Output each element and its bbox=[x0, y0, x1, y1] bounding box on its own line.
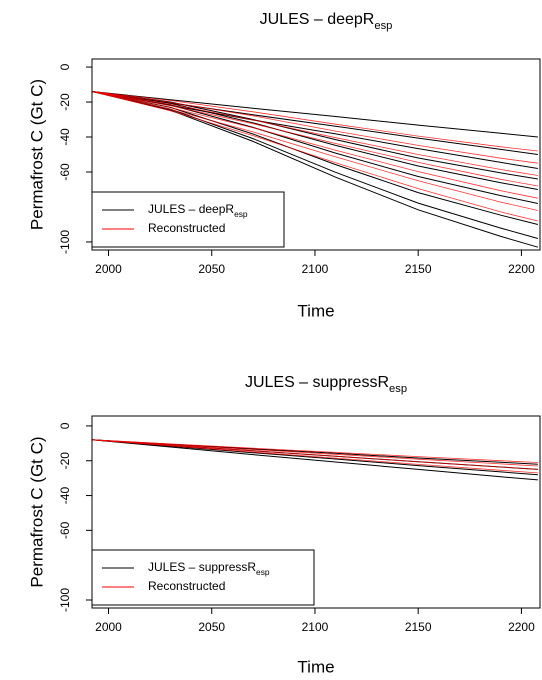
x-axis-label: Time bbox=[297, 657, 334, 676]
series-line bbox=[92, 91, 539, 248]
legend-label-subscript: esp bbox=[256, 567, 270, 577]
legend-label-main: JULES – suppressR bbox=[148, 560, 256, 574]
y-axis-label: Permafrost C (Gt C) bbox=[27, 79, 46, 230]
x-tick-label: 2200 bbox=[508, 620, 535, 634]
x-tick-label: 2100 bbox=[302, 262, 329, 276]
series-line bbox=[92, 439, 538, 474]
chart-title-subscript: esp bbox=[389, 383, 407, 395]
x-tick-label: 2000 bbox=[95, 262, 122, 276]
lines bbox=[92, 439, 538, 481]
series-line bbox=[92, 91, 538, 176]
x-tick-label: 2150 bbox=[405, 620, 432, 634]
series-line bbox=[92, 91, 538, 187]
legend-box bbox=[91, 191, 285, 248]
y-tick-label: -60 bbox=[58, 163, 72, 181]
legend-label-subscript: esp bbox=[234, 209, 248, 219]
x-tick-label: 2050 bbox=[198, 620, 225, 634]
y-tick-label: 0 bbox=[58, 422, 72, 429]
x-tick-label: 2050 bbox=[198, 262, 225, 276]
plot-frame bbox=[91, 58, 541, 251]
legend-label: Reconstructed bbox=[148, 579, 225, 593]
x-tick-label: 2150 bbox=[405, 262, 432, 276]
y-tick-label: -20 bbox=[58, 93, 72, 111]
y-tick-label: -20 bbox=[58, 452, 72, 470]
series-line bbox=[92, 91, 538, 138]
chart-title: JULES – deepResp bbox=[260, 11, 393, 32]
chart-title-subscript: esp bbox=[374, 20, 392, 32]
x-tick-label: 2200 bbox=[508, 262, 535, 276]
y-tick-label: -100 bbox=[58, 230, 72, 254]
x-tick-label: 2100 bbox=[302, 620, 329, 634]
legend-label: JULES – suppressResp bbox=[148, 560, 270, 577]
chart-title-main: JULES – suppressR bbox=[245, 374, 389, 391]
series-line bbox=[92, 439, 538, 481]
legend-box bbox=[91, 549, 315, 606]
series-line bbox=[92, 439, 538, 470]
series-line bbox=[92, 91, 538, 199]
y-tick-label: 0 bbox=[58, 63, 72, 70]
y-tick-label: -40 bbox=[58, 128, 72, 146]
legend-label: JULES – deepResp bbox=[148, 202, 248, 219]
x-tick-label: 2000 bbox=[95, 620, 122, 634]
series-line bbox=[92, 439, 538, 463]
y-axis-label: Permafrost C (Gt C) bbox=[27, 436, 46, 587]
series-line bbox=[92, 91, 538, 164]
series-line bbox=[92, 91, 538, 211]
lines bbox=[92, 91, 539, 248]
plot-frame bbox=[91, 415, 541, 609]
series-line bbox=[92, 91, 538, 152]
y-tick-label: -40 bbox=[58, 487, 72, 505]
y-tick-label: -100 bbox=[58, 588, 72, 612]
series-line bbox=[92, 91, 539, 204]
series-line bbox=[92, 91, 538, 222]
chart-title-main: JULES – deepR bbox=[260, 11, 375, 28]
x-axis-label: Time bbox=[297, 301, 334, 320]
legend-label-main: JULES – deepR bbox=[148, 202, 234, 216]
series-line bbox=[92, 91, 538, 190]
legend-label: Reconstructed bbox=[148, 221, 225, 235]
series-line bbox=[92, 439, 538, 467]
chart-title: JULES – suppressResp bbox=[245, 374, 407, 395]
y-tick-label: -60 bbox=[58, 521, 72, 539]
